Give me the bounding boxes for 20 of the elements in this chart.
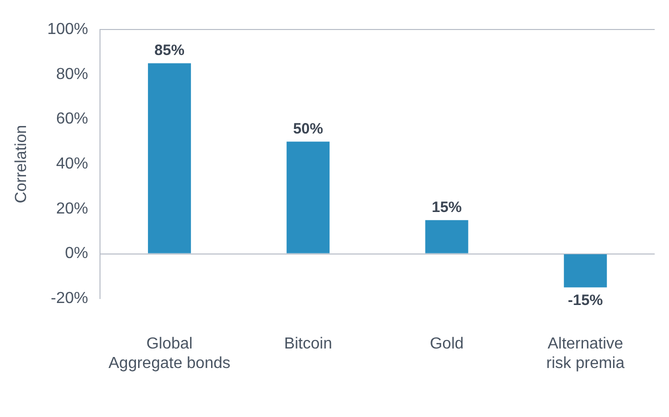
y-tick-label: 20%: [56, 200, 88, 218]
data-label: -15%: [568, 292, 603, 310]
x-tick-label: Bitcoin: [284, 336, 332, 353]
x-tick-label: Alternative risk premia: [546, 336, 625, 372]
bar: [425, 220, 468, 254]
data-label: 15%: [432, 198, 462, 216]
y-tick-label: 100%: [47, 21, 88, 38]
y-axis-title: Correlation: [13, 124, 30, 204]
bar: [148, 63, 191, 254]
y-tick-label: 60%: [56, 110, 88, 128]
y-tick-label: -20%: [50, 290, 88, 308]
y-tick-label: 80%: [56, 66, 88, 83]
data-label: 85%: [154, 42, 184, 59]
x-tick-label: Global Aggregate bonds: [108, 336, 230, 372]
y-tick-label: 0%: [64, 245, 88, 262]
x-tick-label: Gold: [430, 336, 464, 353]
y-tick-label: 40%: [56, 156, 88, 173]
data-label: 50%: [293, 120, 324, 138]
bar: [286, 142, 330, 254]
bar: [564, 254, 607, 288]
